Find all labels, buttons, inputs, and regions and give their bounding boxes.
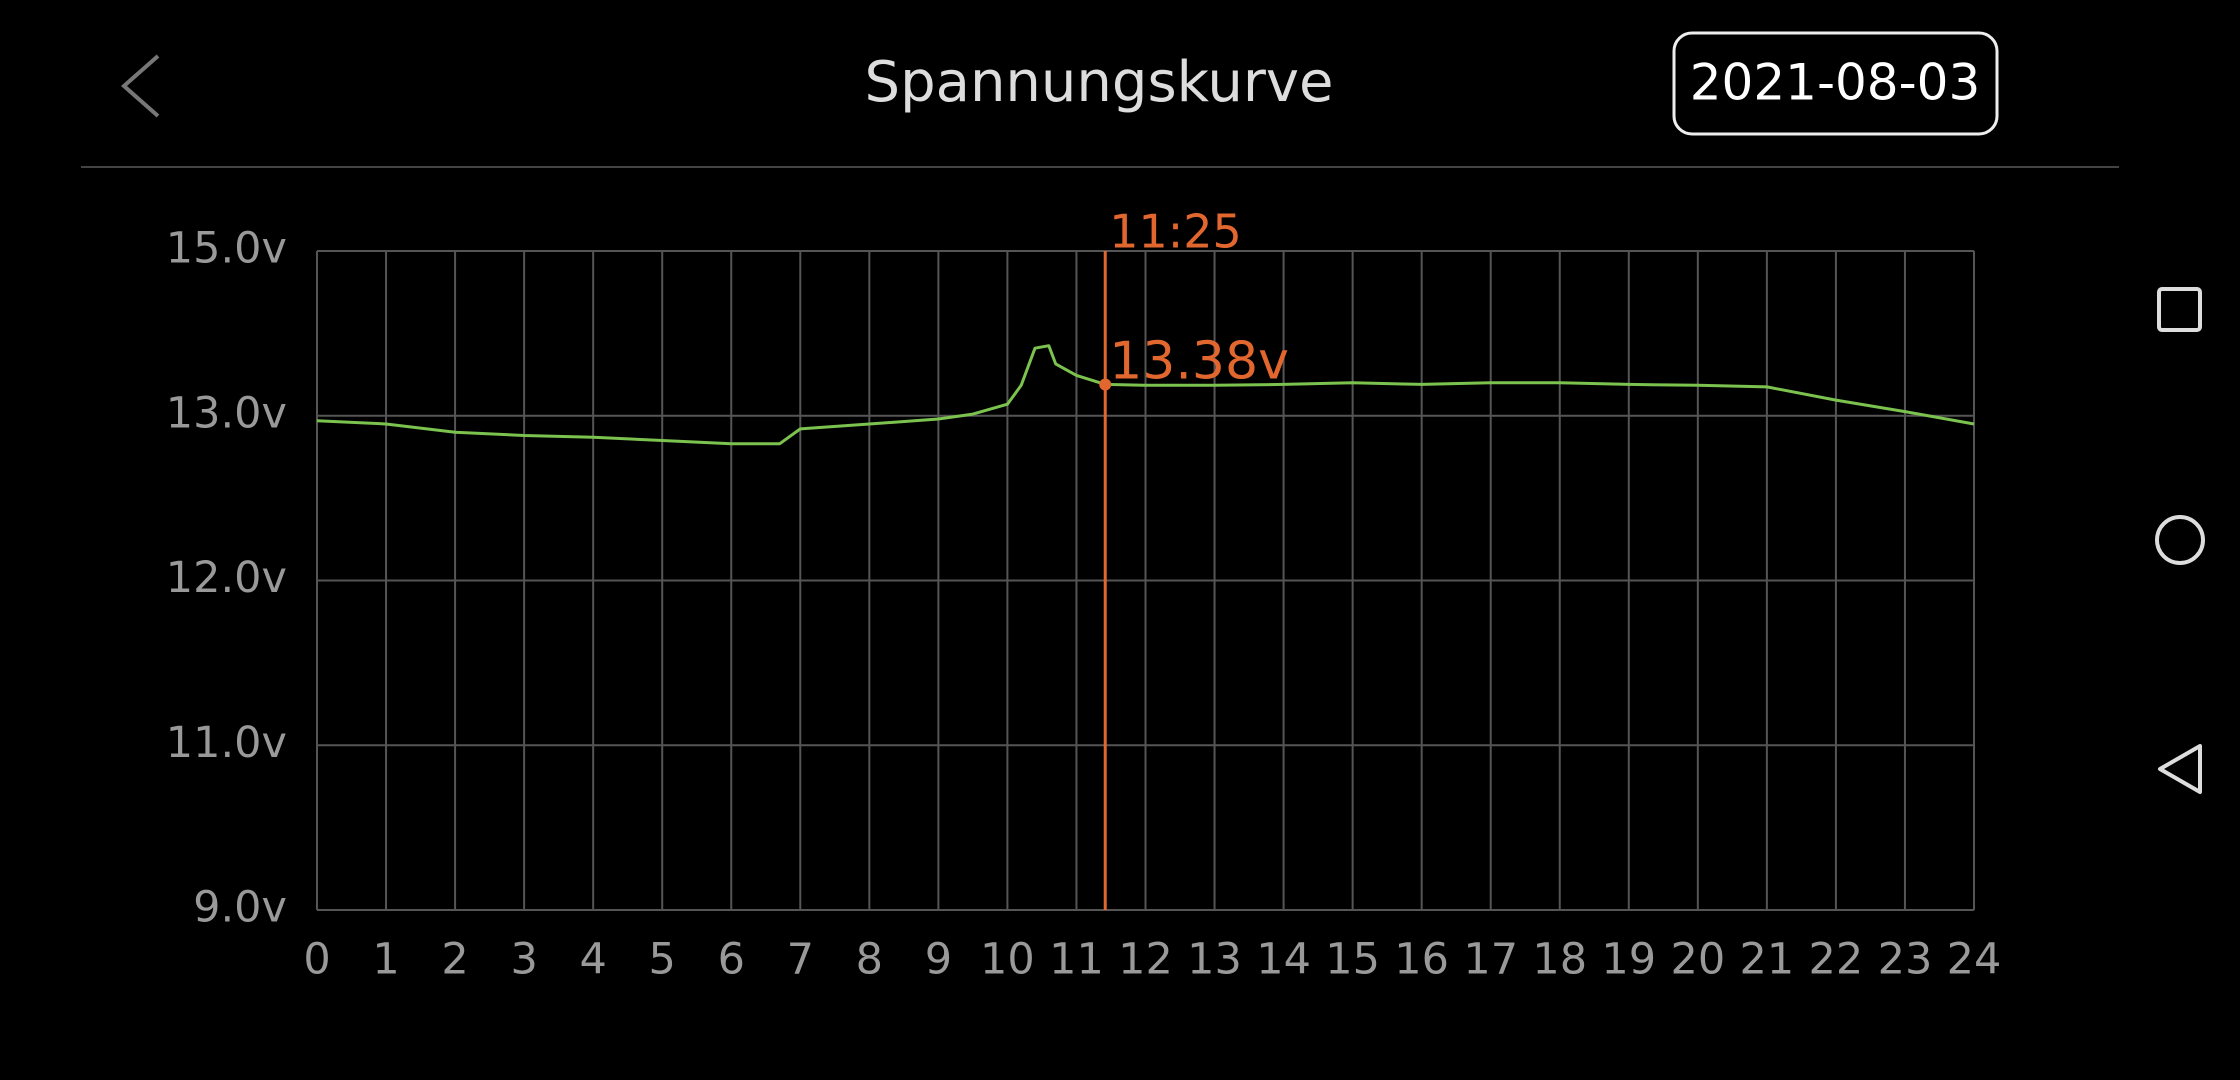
nav-back[interactable]	[2158, 744, 2202, 794]
x-tick-label: 6	[718, 935, 745, 985]
x-tick-label: 16	[1394, 935, 1449, 985]
x-tick-label: 21	[1740, 935, 1795, 985]
voltage-line	[316, 344, 1975, 446]
y-tick-label: 12.0v	[166, 553, 287, 603]
x-tick-label: 15	[1325, 935, 1380, 985]
x-tick-label: 2	[441, 935, 468, 985]
x-tick-label: 22	[1809, 935, 1864, 985]
nav-recent[interactable]	[2157, 287, 2202, 332]
x-tick-label: 14	[1256, 935, 1311, 985]
y-tick-label: 9.0v	[193, 883, 287, 933]
cursor-value-label: 13.38v	[1109, 331, 1289, 391]
x-tick-label: 1	[372, 935, 399, 985]
y-tick-label: 11.0v	[166, 718, 287, 768]
x-tick-label: 0	[303, 935, 330, 985]
x-tick-label: 9	[925, 935, 952, 985]
page-title: Spannungskurve	[865, 50, 1334, 115]
x-tick-label: 5	[649, 935, 676, 985]
x-tick-label: 7	[787, 935, 814, 985]
x-tick-label: 24	[1947, 935, 2002, 985]
x-tick-label: 4	[579, 935, 606, 985]
cursor-point	[1099, 378, 1112, 391]
x-tick-label: 17	[1463, 935, 1518, 985]
x-tick-label: 12	[1118, 935, 1173, 985]
x-tick-label: 23	[1878, 935, 1933, 985]
x-tick-label: 3	[510, 935, 537, 985]
x-tick-label: 20	[1670, 935, 1725, 985]
x-tick-label: 13	[1187, 935, 1242, 985]
y-tick-label: 13.0v	[166, 388, 287, 438]
cursor-time-label: 11:25	[1109, 205, 1242, 259]
nav-home[interactable]	[2155, 515, 2205, 565]
x-tick-label: 11	[1049, 935, 1104, 985]
back-button[interactable]	[120, 54, 160, 118]
x-tick-label: 19	[1601, 935, 1656, 985]
date-button[interactable]	[1672, 31, 1999, 136]
y-tick-label: 15.0v	[166, 224, 287, 274]
x-tick-label: 10	[980, 935, 1035, 985]
x-tick-label: 18	[1532, 935, 1587, 985]
x-tick-label: 8	[856, 935, 883, 985]
date-label[interactable]: 2021-08-03	[1690, 54, 1981, 112]
